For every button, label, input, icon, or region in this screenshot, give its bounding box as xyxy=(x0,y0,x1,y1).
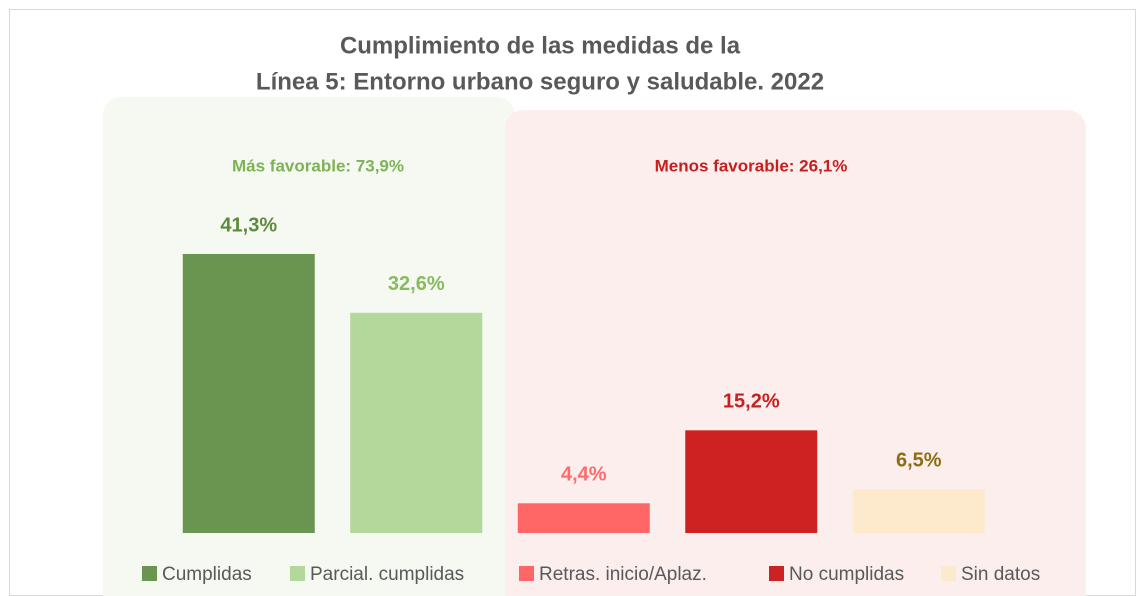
legend-label: Sin datos xyxy=(961,564,1040,585)
group-annotation: Menos favorable: 26,1% xyxy=(655,156,848,175)
legend-swatch xyxy=(941,566,956,581)
value-label: 6,5% xyxy=(896,449,942,471)
group-annotation: Más favorable: 73,9% xyxy=(232,156,404,175)
bar xyxy=(517,503,650,533)
bar xyxy=(852,489,985,533)
legend-swatch xyxy=(290,566,305,581)
legend-label: Cumplidas xyxy=(162,564,252,585)
bar xyxy=(350,312,483,533)
bar xyxy=(182,253,315,534)
legend-label: Retras. inicio/Aplaz. xyxy=(539,564,707,585)
bar xyxy=(685,430,818,533)
unfavorable-panel xyxy=(505,110,1086,596)
legend-label: No cumplidas xyxy=(789,564,904,585)
value-label: 4,4% xyxy=(561,464,607,486)
value-label: 41,3% xyxy=(220,214,277,236)
chart-title: Línea 5: Entorno urbano seguro y saludab… xyxy=(256,68,824,95)
value-label: 15,2% xyxy=(723,391,780,413)
value-label: 32,6% xyxy=(388,273,445,295)
chart-title: Cumplimiento de las medidas de la xyxy=(340,32,741,59)
legend-label: Parcial. cumplidas xyxy=(310,564,464,585)
legend-swatch xyxy=(519,566,534,581)
legend-swatch xyxy=(769,566,784,581)
legend-swatch xyxy=(142,566,157,581)
